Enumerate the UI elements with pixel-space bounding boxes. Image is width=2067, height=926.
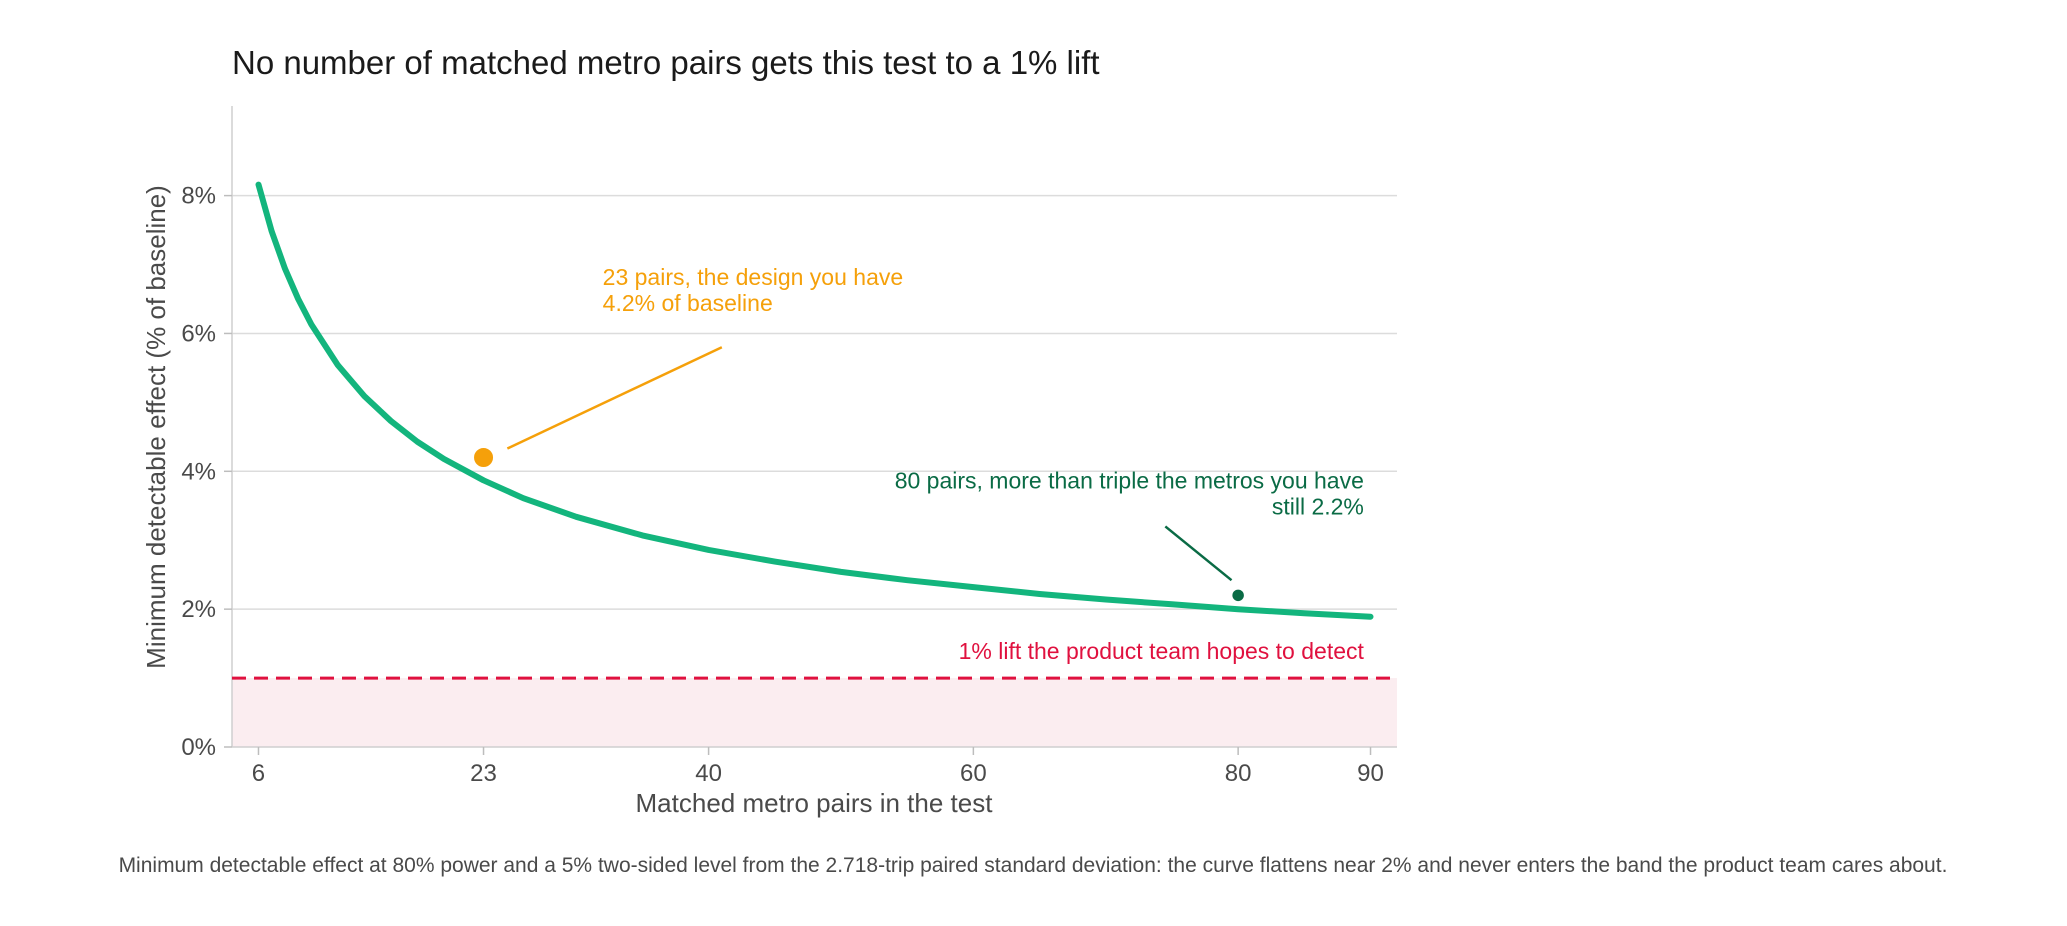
annotation-text: still 2.2% bbox=[1272, 494, 1364, 520]
x-axis-label: Matched metro pairs in the test bbox=[636, 788, 994, 818]
x-tick-label: 90 bbox=[1357, 760, 1384, 787]
y-axis-ticks: 0% 2% 4% 6% 8% bbox=[181, 183, 232, 761]
target-band bbox=[232, 678, 1397, 747]
annotation-text: 80 pairs, more than triple the metros yo… bbox=[895, 468, 1364, 494]
grid-lines bbox=[232, 194, 1397, 610]
y-tick-label: 6% bbox=[181, 320, 216, 347]
y-axis-label: Minimum detectable effect (% of baseline… bbox=[141, 185, 171, 669]
x-tick-label: 40 bbox=[695, 760, 722, 787]
chart-title: No number of matched metro pairs gets th… bbox=[232, 44, 1100, 81]
x-axis-ticks: 6 23 40 60 80 90 bbox=[252, 747, 1384, 787]
series-layer bbox=[232, 181, 1397, 680]
annotation-leader-line bbox=[506, 346, 723, 450]
y-tick-label: 4% bbox=[181, 458, 216, 485]
y-tick-label: 8% bbox=[181, 183, 216, 210]
axes bbox=[231, 106, 1397, 748]
annotation-leader-line bbox=[1164, 525, 1233, 582]
annotation-text: 23 pairs, the design you have bbox=[603, 264, 903, 290]
highlight-point bbox=[471, 445, 497, 471]
x-tick-label: 6 bbox=[252, 760, 265, 787]
x-tick-label: 80 bbox=[1225, 760, 1252, 787]
x-tick-label: 23 bbox=[470, 760, 497, 787]
chart-caption: Minimum detectable effect at 80% power a… bbox=[119, 854, 1948, 877]
highlight-point bbox=[1229, 587, 1247, 604]
annotation-text: 4.2% of baseline bbox=[603, 290, 773, 316]
y-tick-label: 2% bbox=[181, 596, 216, 623]
annotation-text: 1% lift the product team hopes to detect bbox=[959, 638, 1365, 664]
x-tick-label: 60 bbox=[960, 760, 987, 787]
mde-curve bbox=[255, 181, 1374, 620]
target-band-fill bbox=[232, 678, 1397, 747]
highlight-points bbox=[471, 445, 1247, 604]
y-tick-label: 0% bbox=[181, 734, 216, 761]
